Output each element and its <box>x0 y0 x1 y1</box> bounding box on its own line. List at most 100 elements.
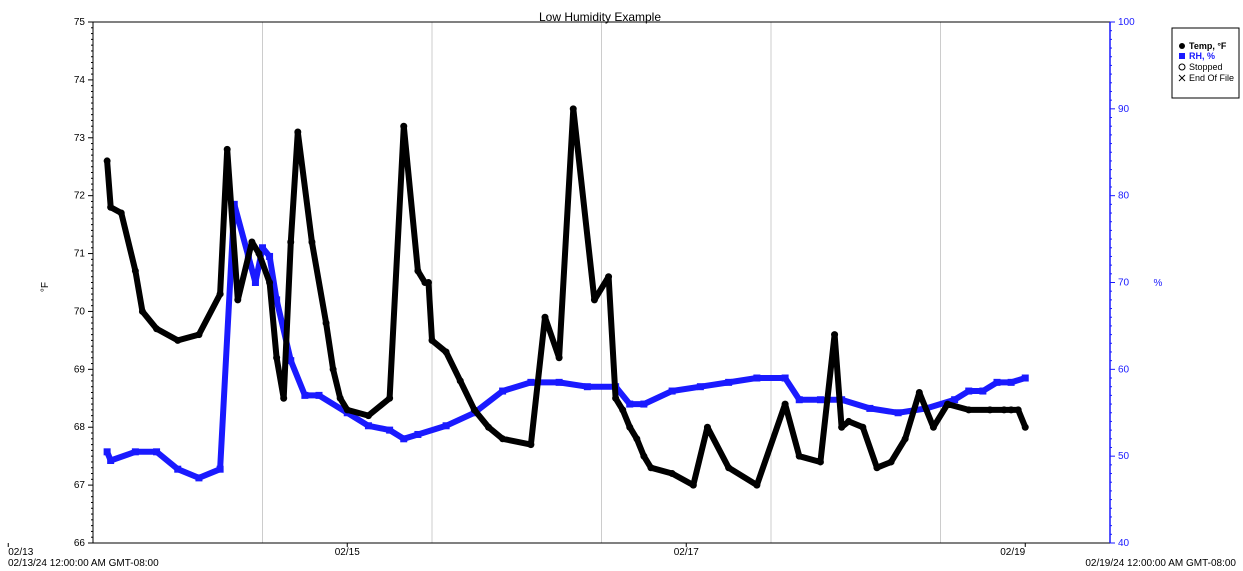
data-point <box>1014 406 1022 414</box>
data-point <box>1021 374 1029 382</box>
data-point <box>640 400 648 408</box>
data-point <box>266 252 274 260</box>
left-tick-label: 66 <box>74 538 86 549</box>
data-point <box>195 331 203 339</box>
data-point <box>131 267 139 275</box>
data-point <box>619 406 627 414</box>
legend-rh-label: RH, % <box>1189 51 1215 61</box>
right-tick-label: 90 <box>1118 104 1130 115</box>
right-tick-label: 50 <box>1118 451 1130 462</box>
data-point <box>400 435 408 443</box>
data-point <box>633 435 641 443</box>
data-point <box>753 481 761 489</box>
data-point <box>1021 423 1029 431</box>
legend-box <box>1171 27 1240 99</box>
data-point <box>583 383 591 391</box>
data-point <box>195 474 203 482</box>
left-tick-label: 67 <box>74 480 86 491</box>
data-point <box>965 387 973 395</box>
data-point <box>251 279 259 286</box>
data-point <box>400 122 408 130</box>
data-point <box>555 354 563 362</box>
data-point <box>986 406 994 414</box>
legend-temp-icon <box>1179 43 1185 49</box>
data-point <box>873 464 881 472</box>
data-point <box>541 313 549 321</box>
right-tick-label: 100 <box>1118 17 1135 28</box>
data-point <box>1007 378 1015 386</box>
left-tick-label: 75 <box>74 17 86 28</box>
data-point <box>795 396 803 404</box>
left-tick-label: 73 <box>74 133 86 144</box>
data-point <box>929 423 937 431</box>
left-tick-label: 68 <box>74 422 86 433</box>
left-tick-label: 72 <box>74 191 86 202</box>
left-axis-label: °F <box>40 282 51 292</box>
data-point <box>470 406 478 414</box>
data-point <box>951 396 959 404</box>
data-point <box>294 128 302 136</box>
data-point <box>612 394 620 402</box>
data-point <box>979 387 987 395</box>
data-point <box>280 394 288 402</box>
left-tick-label: 69 <box>74 364 86 375</box>
data-point <box>753 374 761 382</box>
legend-eof-icon <box>1178 74 1186 82</box>
data-point <box>174 336 182 344</box>
data-point <box>315 391 323 399</box>
x-tick-label: 02/15 <box>335 547 360 558</box>
data-point <box>555 378 563 386</box>
data-point <box>725 378 733 386</box>
data-point <box>894 409 902 417</box>
data-point <box>866 404 874 412</box>
data-point <box>103 448 111 456</box>
data-point <box>216 290 224 298</box>
data-point <box>131 448 139 456</box>
data-point <box>845 417 853 425</box>
data-point <box>696 383 704 391</box>
data-point <box>103 157 111 165</box>
data-point <box>301 391 309 399</box>
data-point <box>569 105 577 113</box>
data-point <box>781 374 789 382</box>
data-point <box>322 319 330 327</box>
data-point <box>414 267 422 275</box>
data-point <box>153 325 161 333</box>
left-tick-label: 71 <box>74 249 86 260</box>
x-axis: 02/13 02/15 02/17 02/19 <box>7 543 1026 558</box>
data-point <box>386 426 394 434</box>
data-point <box>364 422 372 430</box>
data-point <box>689 481 697 489</box>
data-point <box>965 406 973 414</box>
data-point <box>442 422 450 430</box>
data-point <box>668 470 676 478</box>
legend-eof-label: End Of File <box>1189 73 1234 83</box>
series-temp <box>103 105 1029 489</box>
chart-title: Low Humidity Example <box>539 10 661 24</box>
vertical-gridlines <box>262 22 941 543</box>
legend-rh-icon <box>1179 53 1185 59</box>
data-point <box>424 279 432 286</box>
data-point <box>273 354 281 362</box>
left-y-axis: 66 67 68 69 70 71 72 73 74 75 <box>74 17 93 549</box>
data-point <box>640 452 648 460</box>
data-point <box>174 465 182 473</box>
data-point <box>248 238 256 246</box>
data-point <box>287 357 295 365</box>
data-point <box>485 423 492 431</box>
data-point <box>781 400 789 408</box>
data-point <box>816 458 824 466</box>
data-point <box>605 273 613 281</box>
data-point <box>216 465 224 473</box>
data-point <box>944 400 952 408</box>
data-point <box>336 394 344 402</box>
data-point <box>266 279 274 286</box>
x-start-label: 02/13/24 12:00:00 AM GMT-08:00 <box>8 558 159 569</box>
data-point <box>308 238 316 246</box>
x-tick-label: 02/19 <box>1000 547 1025 558</box>
data-point <box>993 378 1001 386</box>
left-tick-label: 74 <box>74 75 86 86</box>
data-point <box>626 423 634 431</box>
x-end-label: 02/19/24 12:00:00 AM GMT-08:00 <box>1085 558 1236 569</box>
legend-stopped-label: Stopped <box>1189 62 1223 72</box>
